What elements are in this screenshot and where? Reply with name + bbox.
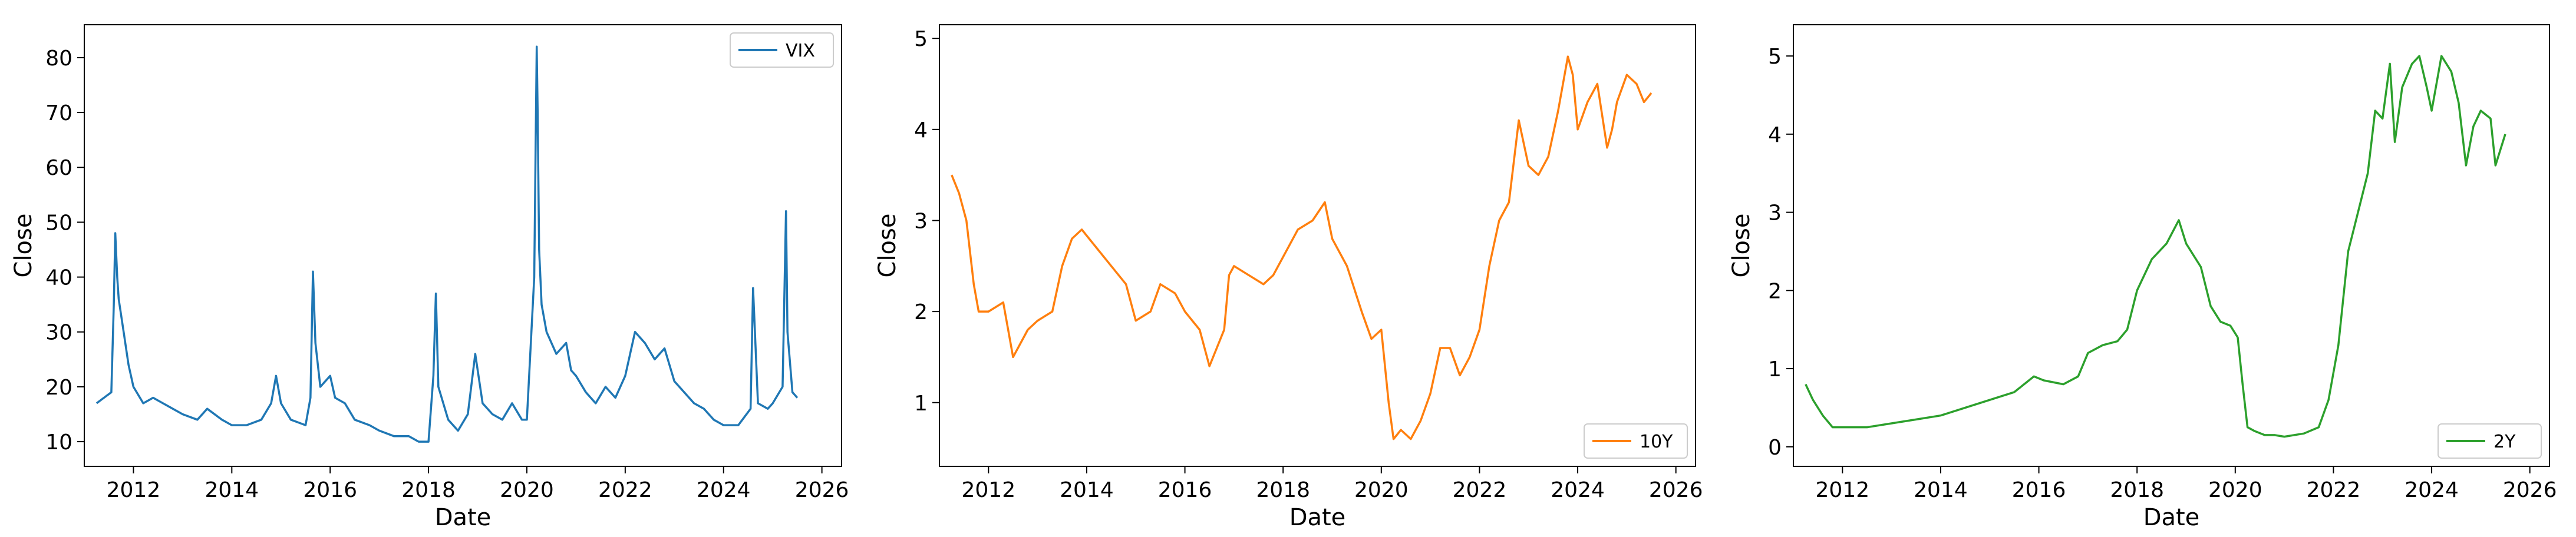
y-tick-label: 5 [914, 27, 928, 51]
series-line-10y [951, 55, 1653, 440]
x-tick-label: 2020 [500, 478, 554, 502]
y-axis-label: Close [10, 214, 37, 278]
y-tick-label: 1 [1768, 357, 1782, 382]
y-tick-label: 80 [45, 47, 72, 71]
y-tick-label: 2 [914, 300, 928, 324]
x-tick-label: 2014 [1060, 478, 1114, 502]
axes-frame [84, 24, 842, 467]
x-tick-label: 2022 [598, 478, 652, 502]
y-tick-label: 40 [45, 266, 72, 290]
y-tick-label: 4 [1768, 123, 1782, 147]
x-tick-label: 2014 [1914, 478, 1968, 502]
y-tick-label: 0 [1768, 436, 1782, 460]
legend-box [1584, 423, 1688, 459]
x-tick-label: 2014 [205, 478, 259, 502]
x-tick-label: 2024 [697, 478, 751, 502]
x-tick-label: 2026 [1649, 478, 1703, 502]
y-tick-label: 70 [45, 101, 72, 125]
x-tick-label: 2022 [1453, 478, 1507, 502]
series-line-vix [95, 45, 799, 443]
legend-label: 10Y [1640, 432, 1673, 452]
y-tick-label: 1 [914, 392, 928, 416]
x-tick-label: 2016 [2012, 478, 2066, 502]
y-tick-label: 30 [45, 321, 72, 345]
y-axis-label: Close [1728, 214, 1755, 278]
legend-label: 2Y [2493, 432, 2516, 452]
y-tick-label: 2 [1768, 279, 1782, 303]
x-tick-label: 2020 [2208, 478, 2262, 502]
axes-frame [939, 24, 1696, 467]
x-tick-label: 2012 [961, 478, 1015, 502]
y-tick-label: 4 [914, 118, 928, 142]
series-line-2y [1805, 55, 2506, 438]
y-tick-label: 3 [1768, 201, 1782, 226]
y-tick-label: 10 [45, 430, 72, 455]
x-tick-label: 2012 [1815, 478, 1869, 502]
x-tick-label: 2018 [2110, 478, 2164, 502]
legend-box [2438, 423, 2542, 459]
y-axis-label: Close [874, 214, 901, 278]
legend: 2Y [2438, 423, 2542, 459]
x-tick-label: 2026 [795, 478, 849, 502]
x-tick-label: 2018 [1256, 478, 1310, 502]
x-tick-label: 2012 [107, 478, 161, 502]
legend-box [730, 32, 834, 68]
x-axis-label: Date [435, 504, 492, 531]
axes-frame [1793, 24, 2550, 467]
two-year-chart-panel: 2012 2014 2016 2018 2020 2022 2024 2026 0 1 2 3 4 5 Da… [1728, 24, 2557, 531]
x-tick-label: 2020 [1354, 478, 1409, 502]
x-tick-label: 2016 [303, 478, 357, 502]
ten-year-chart-panel: 2012 2014 2016 2018 2020 2022 2024 2026 1 2 3 4 5 Dat… [874, 24, 1703, 531]
y-tick-label: 50 [45, 211, 72, 235]
y-tick-label: 60 [45, 156, 72, 180]
x-axis-label: Date [2143, 504, 2200, 531]
x-tick-label: 2016 [1158, 478, 1212, 502]
legend: VIX [730, 32, 834, 68]
x-tick-label: 2024 [1551, 478, 1605, 502]
x-axis-label: Date [1289, 504, 1346, 531]
y-tick-label: 20 [45, 376, 72, 400]
y-tick-label: 5 [1768, 45, 1782, 69]
y-tick-label: 3 [914, 209, 928, 233]
legend-label: VIX [786, 41, 815, 61]
x-tick-label: 2024 [2405, 478, 2459, 502]
x-tick-label: 2022 [2307, 478, 2361, 502]
legend: 10Y [1584, 423, 1688, 459]
x-tick-label: 2026 [2503, 478, 2557, 502]
x-tick-label: 2018 [401, 478, 456, 502]
vix-chart-panel: 2012 2014 2016 2018 2020 2022 2024 2026 10 20 30 40… [10, 24, 849, 531]
